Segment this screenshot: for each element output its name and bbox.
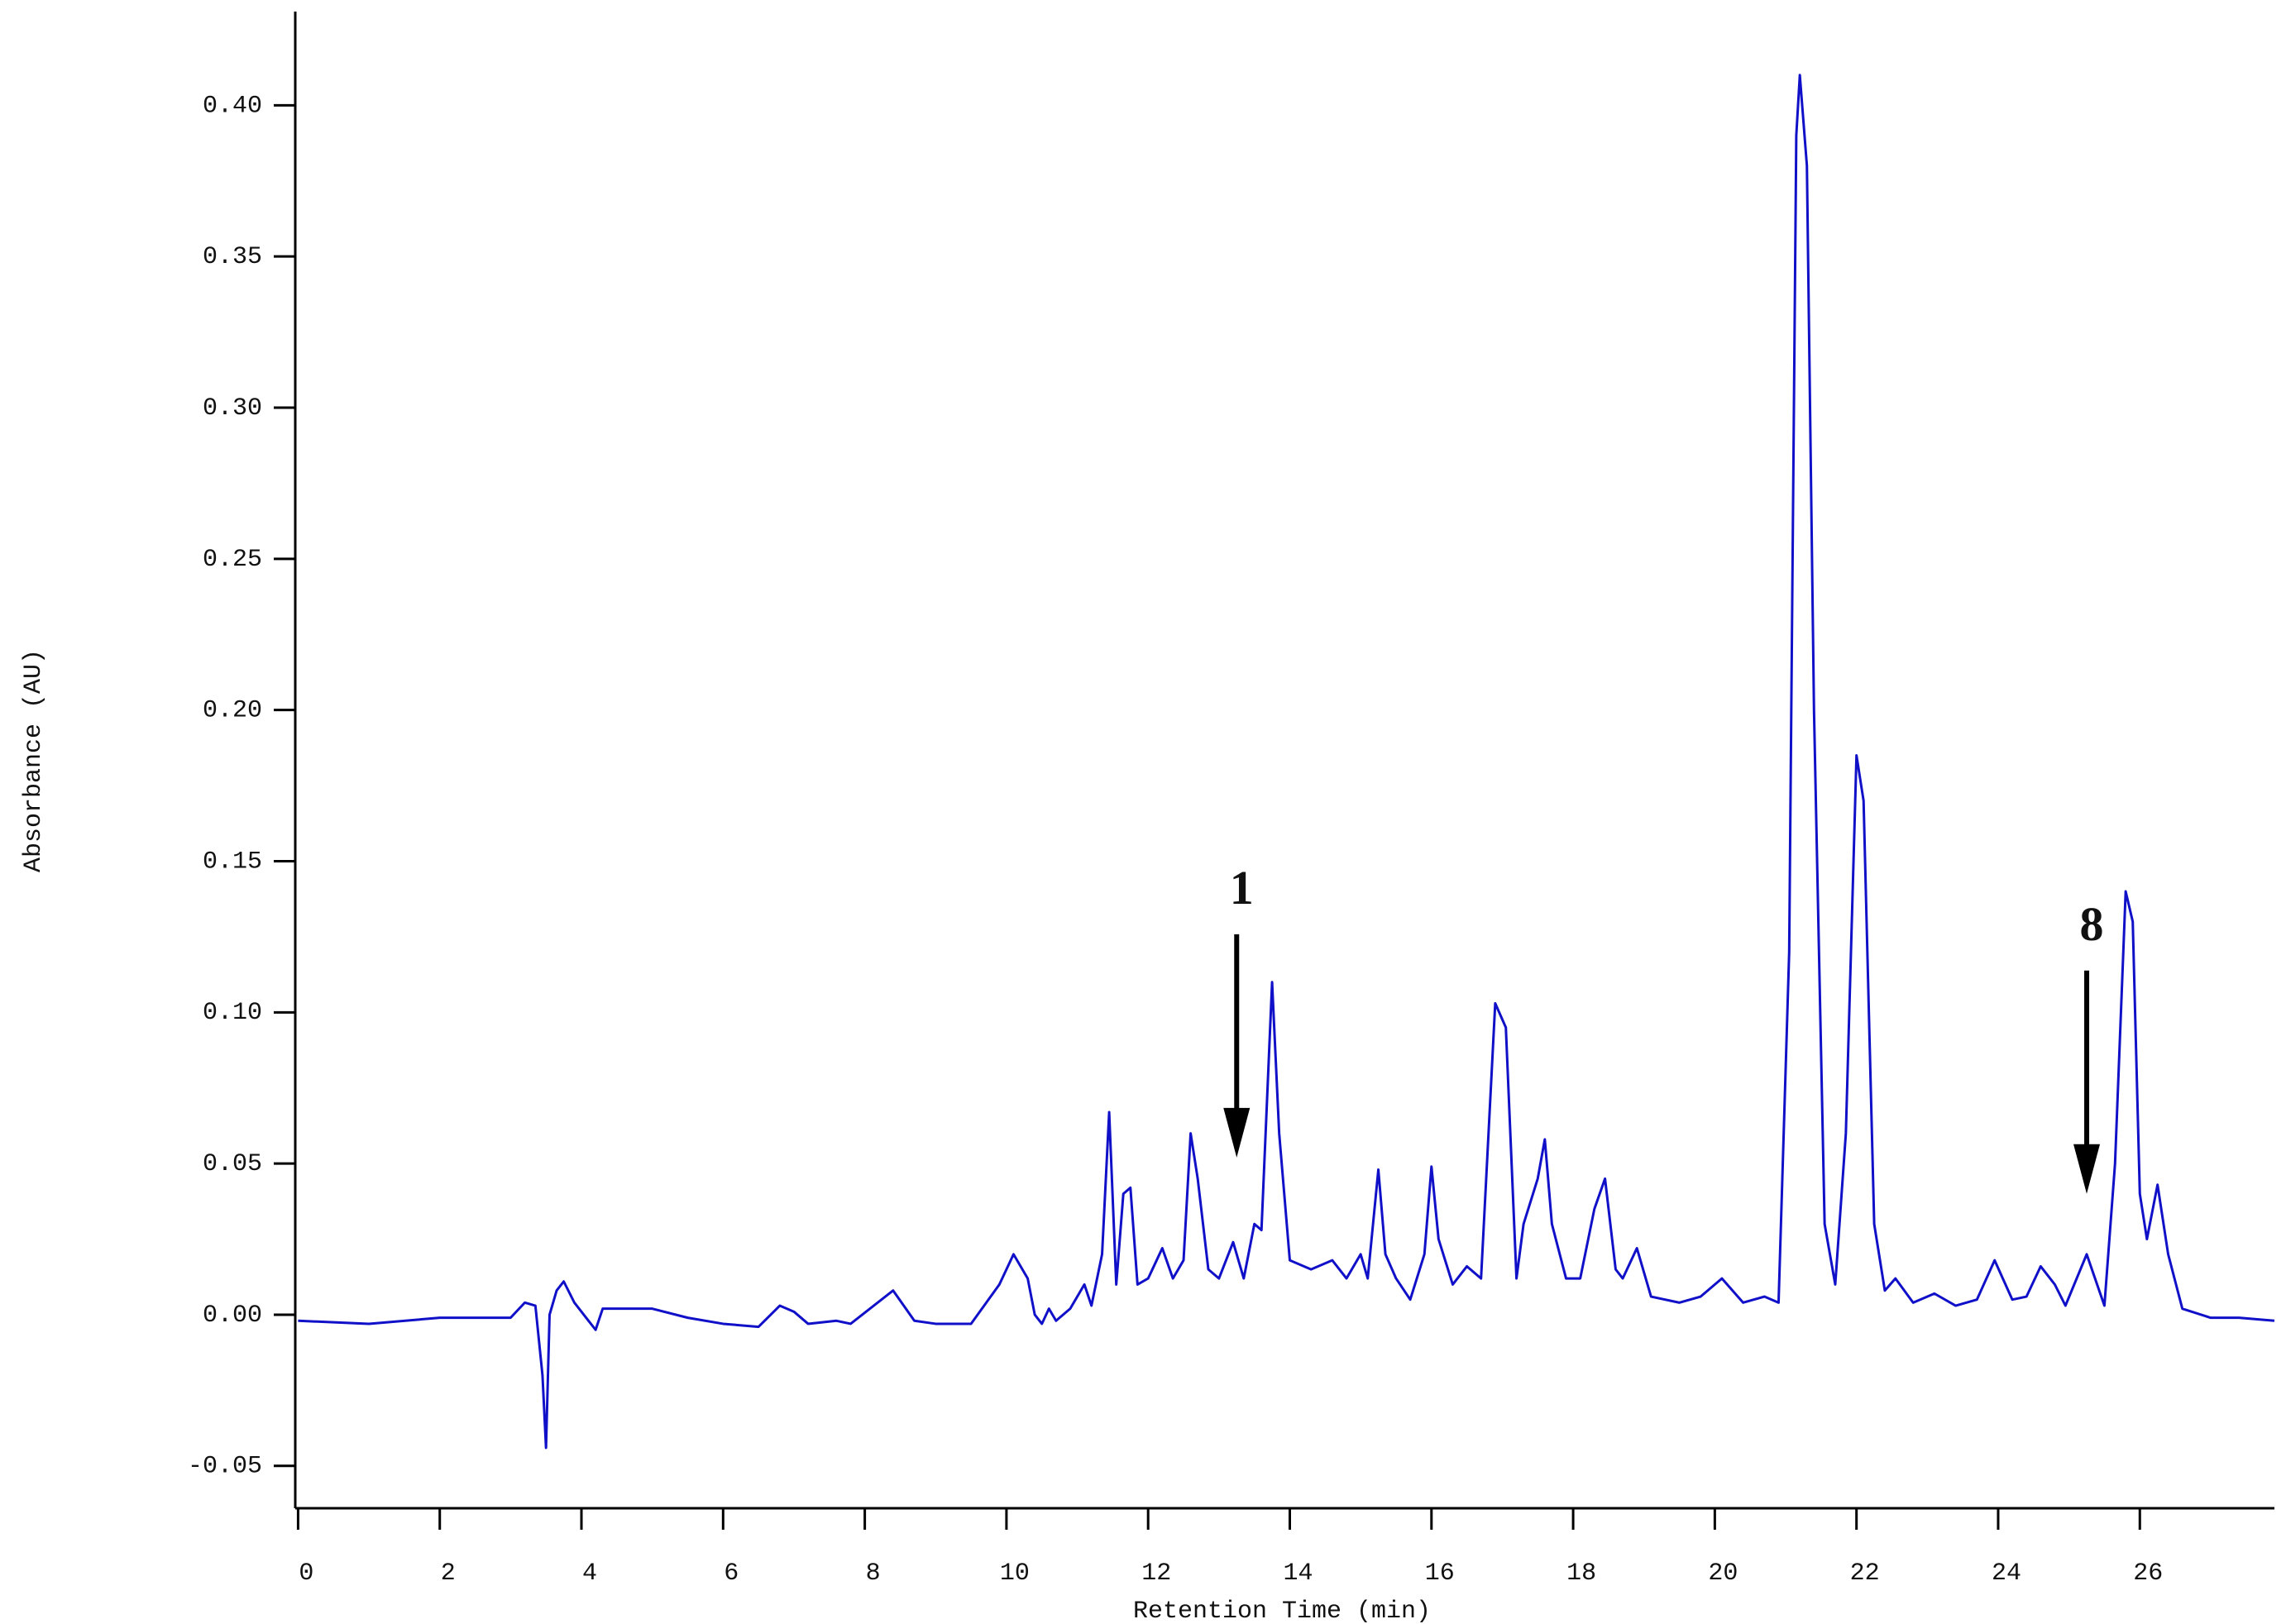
x-tick-label: 2 <box>441 1560 456 1588</box>
y-tick-label: 0.30 <box>203 394 262 423</box>
annotation-arrow-head <box>2073 1144 2101 1194</box>
y-tick-label: 0.15 <box>203 848 262 876</box>
x-tick-label: 0 <box>299 1560 313 1588</box>
y-tick-label: 0.20 <box>203 697 262 725</box>
annotation-arrow-head <box>1223 1107 1251 1158</box>
x-tick-label: 4 <box>582 1560 597 1588</box>
y-tick-label: -0.05 <box>188 1453 262 1481</box>
x-tick-label: 26 <box>2133 1560 2163 1588</box>
x-tick-label: 20 <box>1708 1560 1738 1588</box>
y-axis-title: Absorbance (AU) <box>20 649 48 872</box>
x-tick-label: 24 <box>1992 1560 2021 1588</box>
x-tick-label: 16 <box>1425 1560 1455 1588</box>
x-tick-label: 14 <box>1283 1560 1313 1588</box>
x-tick-label: 12 <box>1141 1560 1171 1588</box>
y-tick-label: 0.35 <box>203 243 262 271</box>
x-tick-label: 8 <box>866 1560 881 1588</box>
x-tick-label: 10 <box>1000 1560 1030 1588</box>
y-tick-label: 0.25 <box>203 546 262 574</box>
y-tick-label: 0.40 <box>203 92 262 120</box>
x-tick-label: 22 <box>1850 1560 1880 1588</box>
y-tick-label: 0.05 <box>203 1150 262 1178</box>
y-tick-label: 0.00 <box>203 1302 262 1330</box>
y-tick-label: 0.10 <box>203 999 262 1027</box>
annotation-label: 8 <box>2080 897 2104 951</box>
chromatogram-line <box>298 74 2275 1450</box>
x-axis-title: Retention Time (min) <box>1133 1598 1431 1624</box>
x-tick-label: 18 <box>1566 1560 1596 1588</box>
x-tick-label: 6 <box>724 1560 739 1588</box>
annotation-label: 1 <box>1230 861 1254 915</box>
